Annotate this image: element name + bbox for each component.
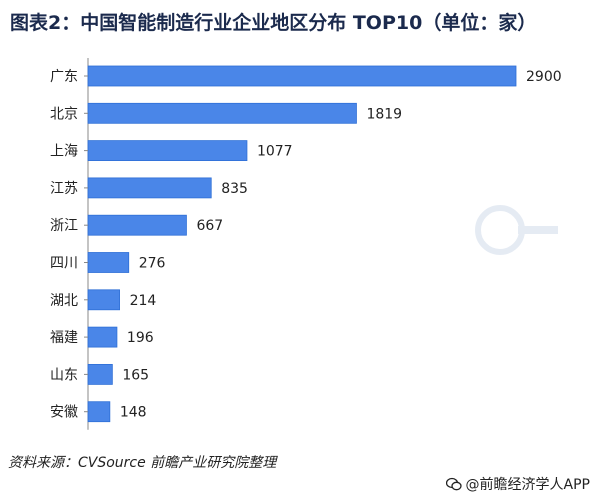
bar-8 bbox=[87, 326, 118, 348]
category-label: 安徽 bbox=[50, 405, 78, 421]
chart-title: 图表2：中国智能制造行业企业地区分布 TOP10（单位：家） bbox=[10, 12, 537, 34]
bar-9 bbox=[87, 363, 113, 385]
value-label: 1819 bbox=[366, 106, 402, 122]
brand-credit: @前瞻经济学人APP bbox=[445, 474, 590, 494]
value-label: 148 bbox=[120, 405, 147, 421]
category-label: 山东 bbox=[50, 367, 78, 383]
source-note: 资料来源：CVSource 前瞻产业研究院整理 bbox=[8, 455, 277, 471]
bar-4 bbox=[87, 177, 212, 199]
value-label: 1077 bbox=[257, 144, 293, 160]
value-label: 667 bbox=[196, 218, 223, 234]
category-label: 江苏 bbox=[50, 181, 78, 197]
category-label: 福建 bbox=[50, 330, 78, 346]
value-label: 214 bbox=[130, 293, 157, 309]
category-label: 浙江 bbox=[50, 218, 78, 234]
category-label: 上海 bbox=[50, 144, 78, 160]
brand-label: @前瞻经济学人APP bbox=[465, 477, 590, 493]
watermark-logo bbox=[475, 205, 558, 255]
value-label: 2900 bbox=[526, 69, 562, 85]
category-label: 广东 bbox=[50, 69, 78, 85]
bar-7 bbox=[87, 289, 120, 311]
wechat-icon bbox=[445, 477, 462, 491]
bar-2 bbox=[87, 102, 357, 124]
value-label: 165 bbox=[122, 367, 149, 383]
value-label: 835 bbox=[221, 181, 248, 197]
category-label: 湖北 bbox=[50, 293, 78, 309]
bar-6 bbox=[87, 252, 130, 273]
bar-3 bbox=[87, 140, 248, 162]
bar-5 bbox=[87, 214, 187, 236]
category-label: 四川 bbox=[50, 256, 78, 272]
category-label: 北京 bbox=[50, 106, 78, 122]
value-label: 276 bbox=[139, 256, 166, 272]
bar-10 bbox=[87, 401, 111, 423]
bar-1 bbox=[87, 65, 517, 87]
value-label: 196 bbox=[127, 330, 154, 346]
